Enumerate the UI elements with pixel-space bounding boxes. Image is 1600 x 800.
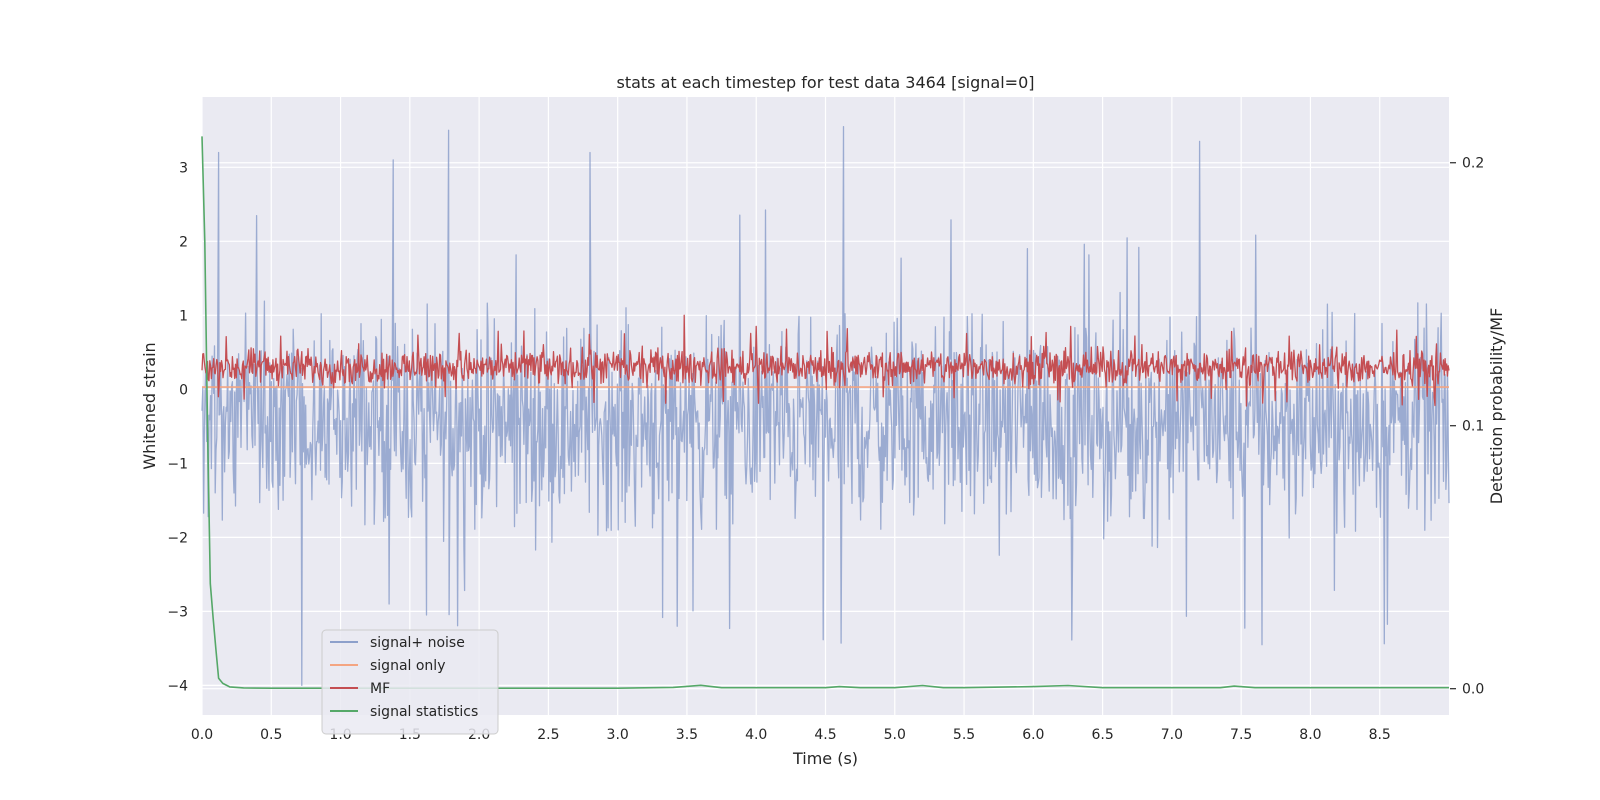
series-mf [201,314,1450,407]
x-tick-label: 4.0 [745,727,767,743]
legend-box [321,629,499,735]
y-tick-label: −3 [167,604,188,620]
y2-tick-label: 0.1 [1462,419,1484,435]
series-signal-statistics [201,136,1449,689]
x-tick-label: 0.5 [260,727,282,743]
y-tick-label: −2 [167,530,188,546]
x-tick-label: 3.0 [607,727,629,743]
series-signal-noise [201,125,1450,687]
x-tick-label: 7.0 [1161,727,1183,743]
legend-label: signal+ noise [370,635,465,651]
y-axis-label: Whitened strain [140,342,159,469]
x-tick-label: 3.5 [676,727,698,743]
y2-tick-label: 0.2 [1462,156,1484,172]
legend: signal+ noise signal only MF signal statist… [321,629,499,735]
legend-label: MF [370,681,390,697]
x-tick-label: 0.0 [191,727,213,743]
x-tick-label: 5.5 [953,727,975,743]
y2-tick-label: 0.0 [1462,682,1484,698]
legend-label: signal only [370,658,445,674]
y-tick-label: −4 [167,678,188,694]
x-tick-label: 8.0 [1299,727,1321,743]
y-tick-label: 1 [179,308,188,324]
y-tick-label: −1 [167,456,188,472]
y2-axis-label: Detection probability/MF [1487,308,1506,505]
x-tick-label: 8.5 [1369,727,1391,743]
y-tick-label: 3 [179,160,188,176]
x-tick-label: 7.5 [1230,727,1252,743]
chart-title: stats at each timestep for test data 346… [616,73,1034,92]
y-tick-label: 2 [179,234,188,250]
x-tick-label: 2.5 [537,727,559,743]
y-tick-label: 0 [179,382,188,398]
x-axis-label: Time (s) [792,749,858,768]
ticks: 0.0 0.5 1.0 1.5 2.0 2.5 3.0 3.5 4.0 4.5 5.0 5.5 6.0 6… [167,156,1484,743]
legend-label: signal statistics [370,704,478,720]
x-tick-label: 6.5 [1091,727,1113,743]
x-tick-label: 5.0 [884,727,906,743]
x-tick-label: 4.5 [814,727,836,743]
series-layer [201,125,1450,689]
x-tick-label: 6.0 [1022,727,1044,743]
